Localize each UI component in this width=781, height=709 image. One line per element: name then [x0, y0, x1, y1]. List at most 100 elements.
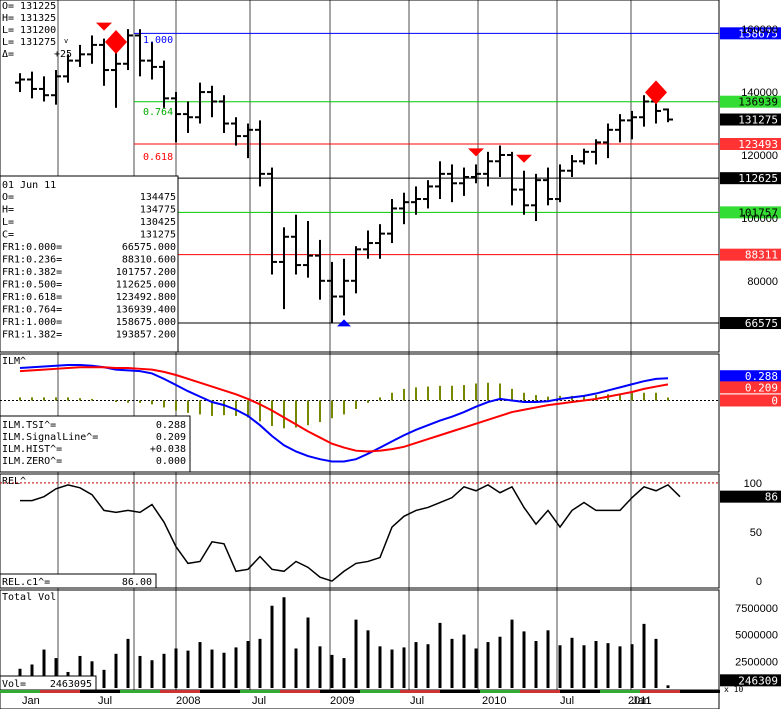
price-tag: 66575: [720, 317, 781, 330]
price-bar: [339, 258, 349, 316]
info-row-value: 134775: [140, 205, 176, 216]
price-tag-box: [720, 206, 781, 219]
price-bar: [375, 224, 385, 259]
price-bar: [447, 164, 457, 203]
price-tag: 158675: [720, 27, 781, 40]
info-row-value: 130425: [140, 217, 176, 228]
x-axis-stripe: [320, 690, 360, 693]
ilm-indicator: [0, 363, 719, 463]
rel-panel[interactable]: [0, 473, 720, 589]
ilm-readout-value: +0.038: [150, 444, 186, 455]
price-bar: [603, 123, 613, 159]
price-tag-text: 112625: [738, 172, 778, 185]
x-axis-stripe: [680, 690, 720, 693]
x-axis-stripe: [0, 690, 40, 693]
price-bar: [75, 44, 85, 67]
ilm-tag-box: [720, 394, 781, 407]
x-axis-stripe: [600, 690, 640, 693]
price-bar: [543, 167, 553, 206]
info-row-label: FR1:1.382=: [2, 330, 62, 341]
vol-readout-label: Vol=: [2, 679, 26, 690]
price-bar: [231, 117, 241, 146]
info-row-label: FR1:0.764=: [2, 305, 62, 316]
volume-panel[interactable]: [0, 589, 720, 691]
price-bar: [423, 180, 433, 209]
y-axis-labels: 160000 140000 120000 100000 80000 100 50 0 75000…: [735, 24, 778, 668]
x-axis-label: Jul: [560, 695, 574, 707]
price-y-tick: 160000: [741, 24, 778, 36]
ilm-tag-text: 0.209: [745, 381, 778, 394]
price-bar: [111, 48, 121, 108]
x-axis-stripe: [200, 690, 240, 693]
fib-label-0618: 0.618: [143, 152, 173, 163]
sell-triangle-icon: [96, 22, 112, 31]
price-tag-box: [720, 95, 781, 108]
price-tag: 131275: [720, 113, 781, 127]
info-row-value: 112625.000: [116, 280, 176, 291]
volume-axis-multiplier: x 10: [724, 685, 743, 694]
rel-readout-box: REL.c1^= 86.00: [0, 573, 157, 589]
price-bar: [459, 167, 469, 196]
price-tag-box: [720, 172, 781, 185]
quote-readout: O= 131225 H= 131325 L= 131200 L= 131275 …: [2, 1, 72, 60]
fib-label-1000: 1.000: [143, 35, 173, 46]
price-bar: [243, 123, 253, 159]
price-tag-box: [720, 317, 781, 330]
volume-y-tick: 5000000: [735, 630, 778, 642]
price-bar: [279, 227, 289, 310]
price-tag-text: 131275: [738, 114, 778, 127]
x-axis-label: Jan: [22, 695, 40, 707]
price-bar: [87, 35, 97, 64]
price-bar: [615, 114, 625, 143]
ilm-tag-box: [720, 370, 781, 383]
price-y-tick: 80000: [747, 276, 778, 288]
x-axis-stripe: [280, 690, 320, 693]
vol-readout-box: Vol= 2463095: [0, 675, 97, 691]
price-bar: [591, 139, 601, 165]
info-row-value: 158675.000: [116, 317, 176, 328]
price-bar: [519, 170, 529, 215]
info-row-value: 66575.000: [122, 242, 176, 253]
x-axis-label: 2011: [628, 695, 652, 707]
x-axis-stripe: [560, 690, 600, 693]
info-row-value: 193857.200: [116, 330, 176, 341]
sell-diamond-icon: [105, 30, 127, 55]
volume-tag: 246309: [720, 674, 781, 687]
fibonacci-levels: [134, 32, 719, 324]
price-bar: [15, 73, 25, 93]
x-axis-label: 2009: [330, 695, 354, 707]
price-bar: [327, 261, 337, 324]
info-row-label: FR1:1.000=: [2, 317, 62, 328]
x-axis-stripe: [120, 690, 160, 693]
price-bar: [255, 120, 265, 187]
price-tag: 112625: [720, 172, 781, 185]
x-axis-stripe: [640, 690, 680, 693]
price-bar: [183, 101, 193, 133]
price-tag: 88311: [720, 248, 781, 262]
ilm-readout-label: ILM.ZERO^=: [2, 456, 62, 467]
rel-y-tick: 0: [756, 576, 762, 588]
info-row-label: FR1:0.000=: [2, 242, 62, 253]
price-bar: [387, 199, 397, 244]
fib-label-0764: 0.764: [143, 107, 173, 118]
price-tag: 136939: [720, 95, 781, 109]
x-axis-stripe: [80, 690, 120, 693]
price-bar: [627, 110, 637, 140]
rel-y-tick: 100: [744, 478, 762, 490]
price-bar: [363, 230, 373, 259]
price-tag-box: [720, 113, 781, 126]
ilm-tag: 0.209: [720, 381, 781, 394]
vol-readout-value: 2463095: [50, 679, 92, 690]
price-bar: [195, 82, 205, 124]
price-tag-text: 66575: [745, 317, 778, 330]
price-bar: [495, 145, 505, 177]
sell-triangle-icon: [468, 148, 484, 157]
buy-triangle-icon: [337, 319, 351, 327]
ilm-signal-line: [19, 366, 669, 453]
price-tag-text: 101757: [738, 206, 778, 219]
ilm-readout-label: ILM.TSI^=: [2, 420, 56, 431]
price-bar: [303, 221, 313, 278]
quote-last: L= 131275: [2, 37, 56, 48]
price-bar: [171, 92, 181, 143]
x-axis-stripe: [160, 690, 200, 693]
